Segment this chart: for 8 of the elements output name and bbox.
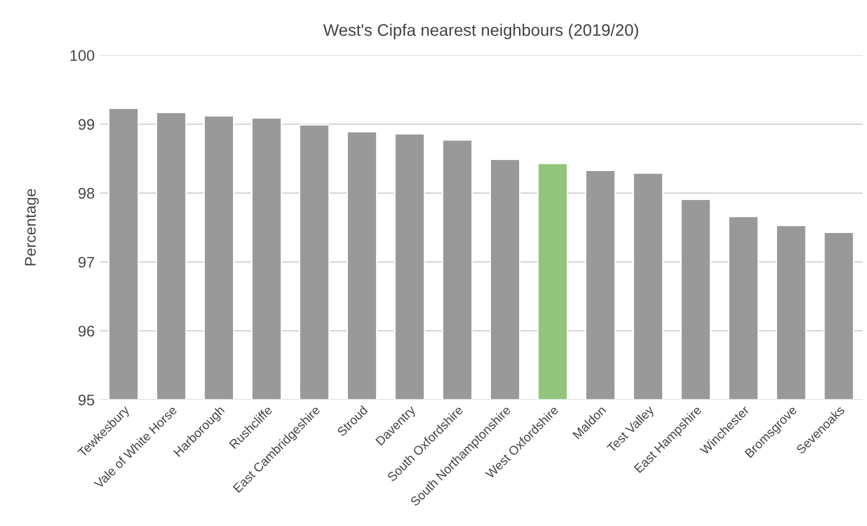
- y-tick-label: 99: [78, 119, 94, 130]
- y-tick-label: 98: [78, 188, 94, 199]
- y-tick-label: 96: [78, 326, 94, 337]
- chart-title: West's Cipfa nearest neighbours (2019/20): [323, 24, 638, 40]
- y-axis-title: Percentage: [25, 189, 39, 266]
- y-tick-label: 95: [78, 394, 94, 406]
- y-tick-label: 97: [78, 256, 94, 268]
- y-tick-label: 100: [70, 50, 94, 61]
